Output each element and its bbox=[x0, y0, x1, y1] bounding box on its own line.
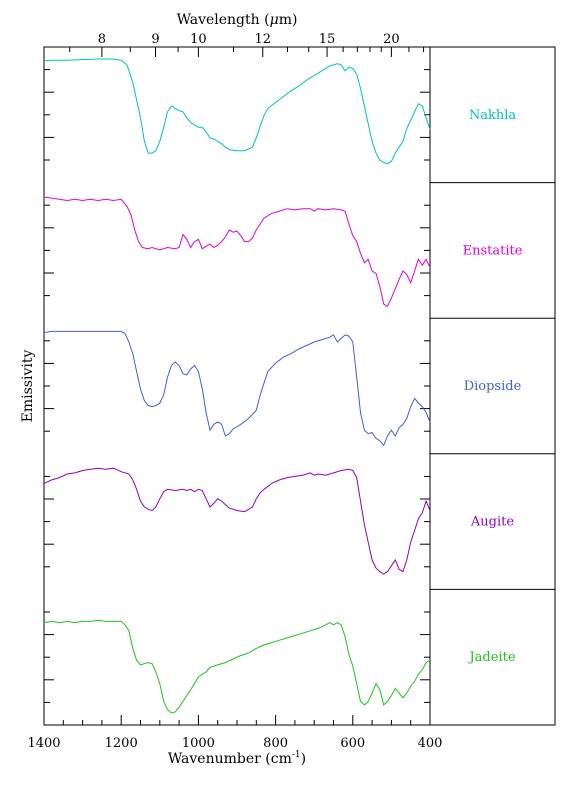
series-line-diopside bbox=[43, 330, 431, 447]
plot-frame bbox=[43, 46, 431, 726]
x2-tick-label: 20 bbox=[383, 32, 400, 47]
spectra-series bbox=[43, 58, 431, 714]
x-tick-label: 1200 bbox=[105, 736, 138, 751]
x-tick-label: 1400 bbox=[27, 736, 60, 751]
x2-tick-label: 8 bbox=[98, 32, 106, 47]
series-label-enstatite: Enstatite bbox=[463, 243, 523, 258]
series-line-jadeite bbox=[43, 619, 431, 714]
series-label-diopside: Diopside bbox=[464, 379, 522, 394]
series-labels: Nakhla Enstatite Diopside Augite Jadeite bbox=[463, 108, 523, 665]
series-line-augite bbox=[43, 467, 431, 575]
x-axis-label: Wavenumber (cm-1) bbox=[168, 750, 306, 767]
x2-tick-label: 12 bbox=[254, 32, 271, 47]
top-wavelength-tick-labels: 8 9 10 12 15 20 bbox=[98, 32, 400, 47]
x-tick-label: 800 bbox=[263, 736, 288, 751]
x2-axis-label: Wavelength (μm) bbox=[177, 12, 298, 28]
series-label-nakhla: Nakhla bbox=[469, 108, 517, 123]
x2-tick-label: 10 bbox=[190, 32, 207, 47]
x-tick-labels: 1400 1200 1000 800 600 400 bbox=[27, 736, 442, 751]
x2-tick-label: 15 bbox=[319, 32, 336, 47]
axis-ticks bbox=[43, 47, 431, 725]
series-line-nakhla bbox=[43, 58, 431, 165]
x-tick-label: 600 bbox=[340, 736, 365, 751]
series-line-enstatite bbox=[43, 196, 431, 308]
x2-tick-label: 9 bbox=[151, 32, 159, 47]
y-axis-label: Emissivity bbox=[20, 350, 36, 423]
x-tick-label: 400 bbox=[418, 736, 443, 751]
series-label-augite: Augite bbox=[470, 515, 514, 530]
x-tick-label: 1000 bbox=[182, 736, 215, 751]
series-label-jadeite: Jadeite bbox=[467, 650, 515, 665]
